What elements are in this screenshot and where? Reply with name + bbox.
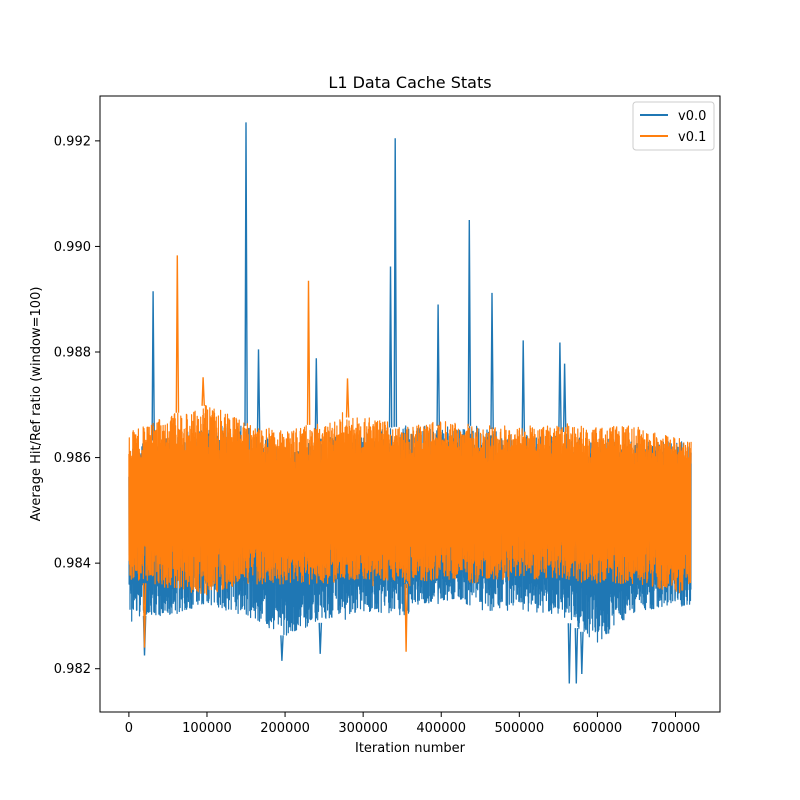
dip-v0-0 [318, 622, 323, 654]
y-axis: 0.982 0.984 0.986 0.988 0.990 0.992 [54, 134, 100, 677]
y-axis-title: Average Hit/Ref ratio (window=100) [29, 287, 44, 522]
spike-v0-1 [345, 378, 350, 418]
chart-title: L1 Data Cache Stats [328, 73, 491, 92]
spike-v0-1 [175, 255, 180, 413]
spike-v0-0 [314, 358, 319, 439]
y-tick-label: 0.992 [54, 134, 91, 149]
legend: v0.0 v0.1 [632, 101, 715, 151]
dip-v0-0 [567, 623, 572, 684]
dip-v0-1 [404, 583, 408, 652]
x-axis-title: Iteration number [355, 741, 466, 756]
y-tick-label: 0.982 [54, 662, 91, 677]
y-tick-label: 0.986 [54, 451, 91, 466]
series-line-v0-1 [128, 405, 692, 595]
x-tick-label: 400000 [416, 721, 466, 736]
spike-v0-0 [521, 340, 526, 436]
x-tick-label: 500000 [494, 721, 544, 736]
legend-label-v0-0: v0.0 [678, 109, 706, 124]
spike-v0-0 [562, 363, 567, 433]
x-tick-label: 700000 [651, 721, 701, 736]
plot-frame [99, 95, 721, 713]
dip-v0-0 [580, 631, 584, 675]
spike-v0-0 [436, 304, 440, 426]
x-tick-label: 100000 [182, 721, 232, 736]
dip-v0-1 [142, 583, 147, 648]
x-tick-label: 300000 [338, 721, 388, 736]
spike-v0-0 [151, 291, 155, 441]
series-layer [128, 122, 692, 684]
spike-v0-0 [490, 292, 494, 430]
dip-v0-0 [574, 628, 579, 684]
spike-v0-0 [467, 219, 472, 426]
y-tick-label: 0.984 [54, 557, 91, 572]
x-tick-label: 600000 [573, 721, 623, 736]
spike-v0-1 [306, 280, 311, 425]
spike-v0-0 [244, 122, 248, 426]
spike-v0-0 [558, 342, 562, 432]
x-axis: 0 100000 200000 300000 400000 500000 600000 700… [125, 712, 701, 736]
spike-v0-1 [201, 377, 205, 406]
dip-v0-0 [280, 635, 284, 661]
y-tick-label: 0.990 [54, 240, 91, 255]
x-tick-label: 0 [125, 721, 133, 736]
spike-v0-0 [388, 266, 393, 428]
y-tick-label: 0.988 [54, 346, 91, 361]
x-tick-label: 200000 [260, 721, 310, 736]
legend-label-v0-1: v0.1 [678, 130, 706, 145]
spike-v0-0 [393, 138, 398, 427]
spike-v0-0 [256, 349, 261, 433]
